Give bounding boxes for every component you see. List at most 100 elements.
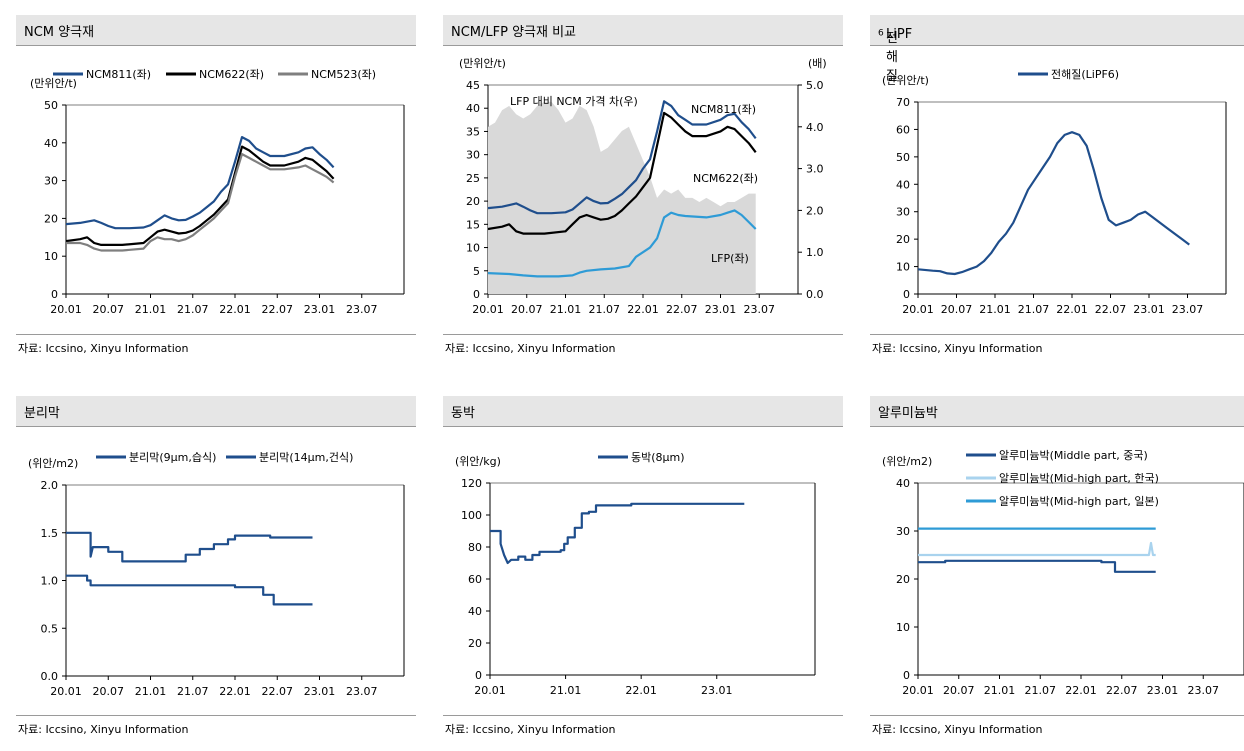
x-tick-label: 23.07: [346, 685, 378, 698]
legend-label: 알루미늄박(Mid-high part, 한국): [999, 471, 1159, 485]
x-tick-label: 22.01: [1056, 303, 1088, 316]
series-line-1: [65, 145, 335, 246]
series-line-1: [918, 541, 1156, 557]
y-tick-label: 45: [466, 79, 480, 92]
chart-title: NCM 양극재: [24, 25, 95, 40]
chart-title: 동박: [451, 406, 475, 421]
x-tick-label: 23.07: [1172, 303, 1204, 316]
y-tick-label: 30: [896, 206, 910, 219]
x-tick-label: 23.01: [304, 685, 336, 698]
y-tick-label: 20: [468, 637, 482, 650]
y-tick-label: 30: [896, 525, 910, 538]
source-text: 자료: Iccsino, Xinyu Information: [872, 723, 1043, 736]
y2-tick-label: 0.0: [806, 288, 824, 301]
series-line-0: [490, 502, 745, 565]
panel-copper: 동박 0 20 40 60 80 100 120 20.01 21.01 22.01 23.01 (위…: [443, 396, 843, 751]
x-tick-label: 20.07: [941, 303, 973, 316]
x-tick-label: 20.01: [50, 685, 82, 698]
series-line-1: [66, 574, 313, 606]
x-tick-label: 21.07: [1025, 684, 1057, 697]
chart-title: LiPF 6 전해질: [878, 21, 912, 84]
x-tick-label: 22.01: [219, 303, 251, 316]
y-tick-label: 30: [44, 175, 58, 188]
legend-label: 분리막(9μm,습식): [129, 451, 216, 464]
source-note: 자료: Iccsino, Xinyu Information: [16, 715, 416, 737]
panel-title-copper: 동박: [443, 396, 843, 427]
x-tick-label: 21.07: [177, 303, 209, 316]
legend-label: NCM811(좌): [86, 68, 151, 81]
y-tick-label: 20: [896, 233, 910, 246]
y2-tick-label: 2.0: [806, 204, 824, 217]
panel-title-aluminum: 알루미늄박: [870, 396, 1244, 427]
panel-title-separator: 분리막: [16, 396, 416, 427]
legend-label: 동박(8μm): [631, 451, 685, 464]
y-tick-label: 0.5: [41, 622, 59, 635]
x-tick-label: 22.01: [625, 684, 657, 697]
x-tick-label: 20.01: [474, 684, 506, 697]
legend-label: 분리막(14μm,건식): [259, 451, 353, 464]
y-tick-label: 0.0: [41, 670, 59, 683]
x-tick-label: 20.07: [93, 685, 125, 698]
source-text: 자료: Iccsino, Xinyu Information: [872, 342, 1043, 355]
x-tick-label: 21.07: [1018, 303, 1050, 316]
panel-title-ncm-lfp: NCM/LFP 양극재 비교: [443, 15, 843, 46]
legend-label: 알루미늄박(Middle part, 중국): [999, 448, 1148, 462]
y-tick-label: 0: [475, 669, 482, 682]
chart-title: NCM/LFP 양극재 비교: [451, 25, 577, 40]
source-note: 자료: Iccsino, Xinyu Information: [16, 334, 416, 356]
x-tick-label: 23.01: [701, 684, 733, 697]
y-tick-label: 40: [896, 477, 910, 490]
title-main: LiPF: [886, 27, 913, 42]
x-tick-label: 23.01: [705, 303, 737, 316]
y-axis-unit: (만위안/t): [30, 77, 77, 90]
y-tick-label: 70: [896, 96, 910, 109]
source-note: 자료: Iccsino, Xinyu Information: [870, 334, 1244, 356]
y-tick-label: 15: [466, 218, 480, 231]
y-tick-label: 35: [466, 125, 480, 138]
x-tick-label: 21.01: [135, 303, 167, 316]
y-axis-unit: (만위안/t): [459, 57, 506, 70]
x-tick-label: 21.01: [135, 685, 167, 698]
x-tick-label: 21.01: [979, 303, 1011, 316]
legend-label: 전해질(LiPF6): [1051, 67, 1119, 81]
x-tick-label: 23.01: [1147, 684, 1179, 697]
chart-copper: 0 20 40 60 80 100 120 20.01 21.01 22.01 23.01 (위안/k…: [455, 451, 816, 697]
y-tick-label: 100: [461, 509, 482, 522]
y-axis-unit: (위안/m2): [28, 457, 78, 470]
x-tick-label: 21.07: [589, 303, 621, 316]
chart-aluminum: 0 10 20 30 40 20.01 20.07 21.01 21.07 22.01 22.07 2…: [882, 448, 1244, 697]
x-tick-label: 20.01: [902, 684, 934, 697]
x-tick-label: 22.07: [1095, 303, 1127, 316]
x-tick-label: 22.01: [1065, 684, 1097, 697]
source-note: 자료: Iccsino, Xinyu Information: [870, 715, 1244, 737]
x-tick-label: 23.07: [346, 303, 378, 316]
x-tick-label: 23.01: [304, 303, 336, 316]
panel-ncm-lfp: NCM/LFP 양극재 비교 0 5 10 15 20 25 30 35 40 45 0.0 1.0 2…: [443, 15, 843, 370]
y-tick-label: 0: [473, 288, 480, 301]
title-sub: 6: [878, 28, 884, 39]
panel-separator: 분리막 0.0 0.5 1.0 1.5 2.0 20.01 20.07 21.01 21.07 2…: [16, 396, 416, 751]
panel-ncm: NCM 양극재 0 10 20 30 40 50 20.01 20.07 21.01 21.07 2…: [16, 15, 416, 370]
y-tick-label: 0: [903, 669, 910, 682]
source-text: 자료: Iccsino, Xinyu Information: [445, 723, 616, 736]
y-tick-label: 20: [466, 195, 480, 208]
x-tick-label: 22.07: [262, 303, 294, 316]
y-tick-label: 80: [468, 541, 482, 554]
series-line-0: [487, 100, 757, 215]
y-tick-label: 25: [466, 172, 480, 185]
y-tick-label: 40: [468, 605, 482, 618]
y2-axis-unit: (배): [808, 57, 827, 70]
y-axis-unit: (위안/m2): [882, 455, 932, 468]
y2-tick-label: 1.0: [806, 246, 824, 259]
y-tick-label: 20: [896, 573, 910, 586]
y-tick-label: 120: [461, 477, 482, 490]
label-ncm811: NCM811(좌): [691, 103, 756, 116]
y-tick-label: 10: [896, 621, 910, 634]
x-tick-label: 20.01: [902, 303, 934, 316]
chart-title: 알루미늄박: [878, 406, 938, 421]
series-line-0: [65, 136, 335, 230]
y-tick-label: 60: [896, 123, 910, 136]
y-tick-label: 60: [468, 573, 482, 586]
y-tick-label: 10: [896, 261, 910, 274]
panel-lipf6: LiPF 6 전해질 0 10 20 30 40 50 60 70 20.01 20.07 21.01…: [870, 15, 1244, 370]
